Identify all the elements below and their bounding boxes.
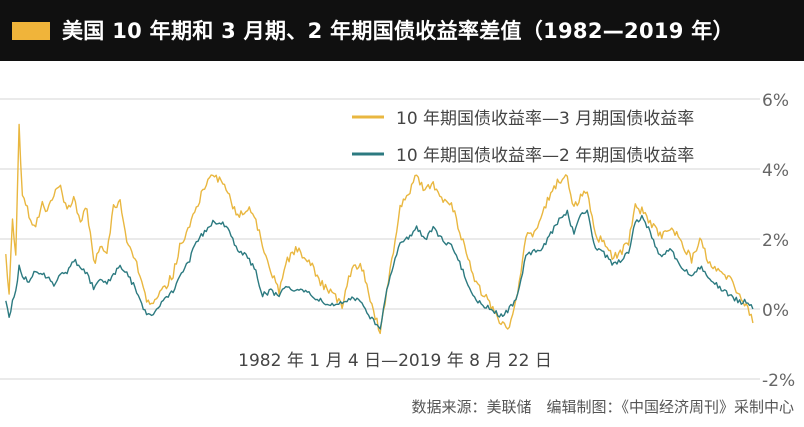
- series-line-10y-3m: [5, 123, 754, 335]
- title-bar: 美国 10 年期和 3 月期、2 年期国债收益率差值（1982—2019 年）: [0, 0, 804, 61]
- source-note: 数据来源：美联储 编辑制图：《中国经济周刊》采制中心: [411, 398, 794, 416]
- title-accent-bar: [12, 22, 50, 40]
- y-tick-label: 0%: [762, 301, 789, 321]
- tick-label-layer: -2% 0% 2% 4% 6%: [762, 91, 795, 391]
- grid-layer: [0, 98, 760, 380]
- y-tick-label: 4%: [762, 161, 789, 181]
- y-tick-label: -2%: [762, 371, 795, 391]
- y-tick-label: 6%: [762, 91, 789, 111]
- legend-label: 10 年期国债收益率—3 月期国债收益率: [396, 109, 694, 129]
- y-tick-label: 2%: [762, 231, 789, 251]
- legend-label: 10 年期国债收益率—2 年期国债收益率: [396, 146, 694, 166]
- series-line-10y-2y: [5, 209, 754, 330]
- chart-title: 美国 10 年期和 3 月期、2 年期国债收益率差值（1982—2019 年）: [62, 19, 734, 43]
- series-layer: [5, 123, 754, 335]
- legend: 10 年期国债收益率—3 月期国债收益率 10 年期国债收益率—2 年期国债收益率: [352, 109, 694, 166]
- date-range-subtitle: 1982 年 1 月 4 日—2019 年 8 月 22 日: [238, 351, 552, 371]
